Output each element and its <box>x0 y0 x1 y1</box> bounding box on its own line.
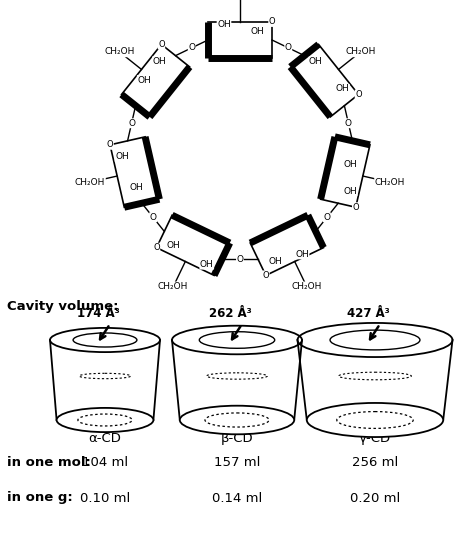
Text: OH: OH <box>295 250 309 259</box>
Text: O: O <box>107 140 113 150</box>
Text: O: O <box>352 203 359 212</box>
Text: O: O <box>128 119 135 128</box>
Text: OH: OH <box>344 160 357 168</box>
Text: β-CD: β-CD <box>221 432 253 445</box>
Text: O: O <box>263 271 269 280</box>
Text: OH: OH <box>153 57 166 66</box>
Text: O: O <box>150 213 156 222</box>
Ellipse shape <box>56 408 154 432</box>
Text: O: O <box>158 40 165 49</box>
Text: O: O <box>355 90 362 99</box>
Text: 104 ml: 104 ml <box>82 456 128 469</box>
Text: 157 ml: 157 ml <box>214 456 260 469</box>
Text: CH₂OH: CH₂OH <box>292 282 322 291</box>
Text: OH: OH <box>309 57 323 66</box>
Text: OH: OH <box>343 187 357 196</box>
Text: in one g:: in one g: <box>7 492 73 505</box>
Text: O: O <box>323 213 330 222</box>
Text: OH: OH <box>217 20 231 29</box>
Text: OH: OH <box>251 26 264 36</box>
Text: O: O <box>188 44 195 52</box>
Text: OH: OH <box>336 84 349 93</box>
Text: 427 Å³: 427 Å³ <box>346 307 389 320</box>
Text: Cavity volume:: Cavity volume: <box>7 300 118 313</box>
Text: O: O <box>153 243 160 252</box>
Text: γ-CD: γ-CD <box>359 432 391 445</box>
Text: in one mol:: in one mol: <box>7 456 91 469</box>
Text: OH: OH <box>129 182 144 192</box>
Text: OH: OH <box>268 257 282 266</box>
Text: OH: OH <box>115 152 129 161</box>
Text: CH₂OH: CH₂OH <box>375 178 405 187</box>
Ellipse shape <box>180 406 294 434</box>
Text: CH₂OH: CH₂OH <box>104 47 135 56</box>
Text: O: O <box>269 18 275 26</box>
Text: OH: OH <box>137 75 151 84</box>
Text: 174 Å³: 174 Å³ <box>77 307 119 320</box>
Text: 262 Å³: 262 Å³ <box>209 307 251 320</box>
Text: 256 ml: 256 ml <box>352 456 398 469</box>
Text: CH₂OH: CH₂OH <box>158 282 188 291</box>
Text: O: O <box>237 254 244 264</box>
Text: OH: OH <box>166 241 180 250</box>
Text: 0.20 ml: 0.20 ml <box>350 492 400 505</box>
Text: O: O <box>285 44 292 52</box>
Text: 0.14 ml: 0.14 ml <box>212 492 262 505</box>
Text: O: O <box>345 119 352 128</box>
Ellipse shape <box>307 403 443 437</box>
Text: 0.10 ml: 0.10 ml <box>80 492 130 505</box>
Text: CH₂OH: CH₂OH <box>345 47 375 56</box>
Text: OH: OH <box>200 260 214 269</box>
Text: α-CD: α-CD <box>89 432 121 445</box>
Text: CH₂OH: CH₂OH <box>75 178 105 187</box>
